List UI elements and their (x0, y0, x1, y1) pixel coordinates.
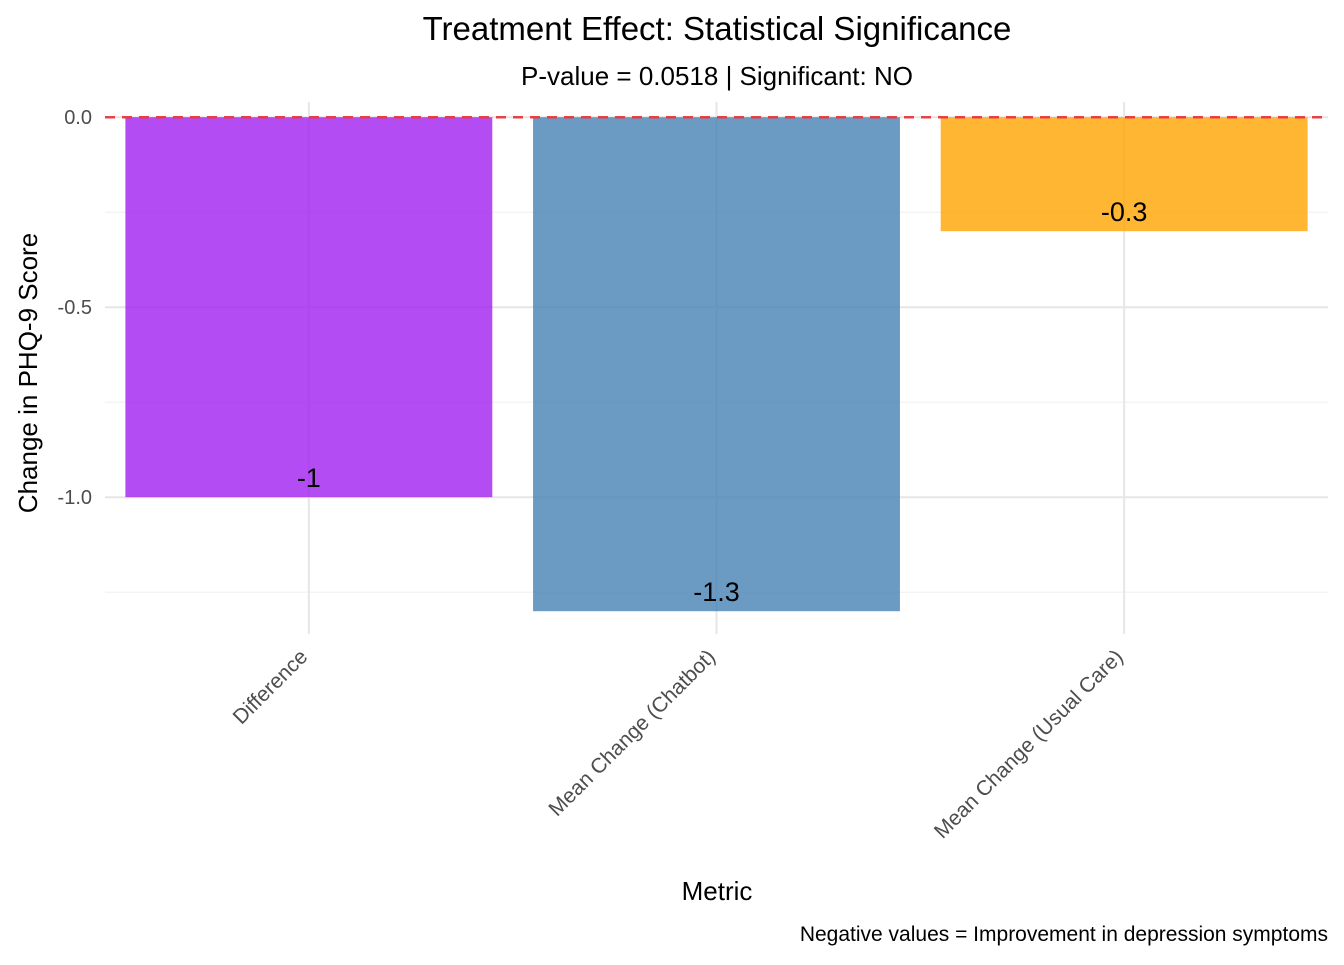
x-tick-label: Mean Change (Usual Care) (930, 645, 1128, 843)
chart-caption: Negative values = Improvement in depress… (800, 923, 1328, 946)
y-tick-label: 0.0 (64, 107, 92, 129)
x-tick-labels: Difference Mean Change (Chatbot) Mean Chan… (229, 645, 1128, 843)
y-tick-label: -1.0 (58, 487, 92, 509)
chart-title: Treatment Effect: Statistical Significan… (423, 10, 1012, 47)
data-label: -1 (297, 463, 321, 493)
y-tick-labels: 0.0 -0.5 -1.0 (58, 107, 92, 509)
bar (940, 117, 1308, 232)
x-tick-label: Mean Change (Chatbot) (544, 645, 720, 821)
bars-layer (125, 117, 1308, 612)
bar (125, 117, 493, 498)
y-axis-label: Change in PHQ-9 Score (13, 233, 43, 513)
data-label: -1.3 (693, 577, 740, 607)
x-tick-label: Difference (229, 645, 313, 729)
chart-subtitle: P-value = 0.0518 | Significant: NO (521, 61, 913, 91)
y-tick-label: -0.5 (58, 297, 92, 319)
bar (533, 117, 900, 612)
data-labels-layer: -1 -1.3 -0.3 (297, 197, 1148, 607)
x-axis-label: Metric (682, 876, 753, 906)
data-label: -0.3 (1101, 197, 1148, 227)
